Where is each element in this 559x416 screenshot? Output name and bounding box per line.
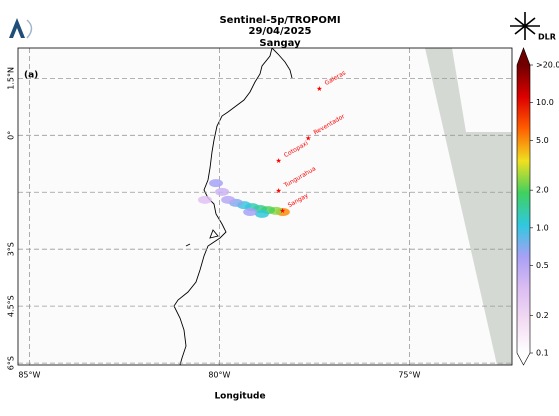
y-tick-label: 4.5°S [7,295,16,317]
colorbar-tick-label: 5.0 [536,136,549,145]
logo-text: DLR [538,33,556,42]
colorbar-tick-label: 0.1 [536,349,549,358]
y-tick-label: 3°S [7,242,16,256]
coastline [173,48,293,365]
volcano-marker: ★ [279,207,285,215]
volcano-marker: ★ [276,157,282,165]
plume-pixel [208,179,223,188]
colorbar-extend-bottom [517,353,530,365]
title-line: 29/04/2025 [249,26,312,37]
dlr-logo [510,12,540,40]
colorbar-tick-label: 0.5 [536,261,549,270]
x-tick-label: 75°W [398,371,420,380]
no-data-swath [425,48,512,365]
x-tick-label: 80°W [208,371,230,380]
volcano-marker: ★ [305,134,311,142]
plume-pixel [254,209,269,218]
colorbar-extend-top [517,48,530,65]
title-line: Sangay [259,38,301,49]
x-axis-label: Longitude [214,392,265,402]
colorbar-tick-label: 1.0 [536,223,549,232]
x-tick-label: 85°W [18,371,40,380]
plume-pixel [243,208,258,217]
colorbar-tick-label: 10.0 [536,98,554,107]
title-line: Sentinel-5p/TROPOMI [219,15,340,26]
colorbar-tick-label: >20.0 [536,61,559,70]
panel-label: (a) [24,71,38,81]
left-logo [9,18,33,39]
y-tick-label: 1.5°N [7,67,16,90]
colorbar-tick-label: 2.0 [536,186,549,195]
map-frame [17,47,513,366]
plume-pixel [215,187,230,196]
colorbar [517,65,530,353]
map-layer: ★Galeras★Reventador★Cotopaxi★Tungurahua★… [18,48,512,365]
volcano-marker: ★ [276,187,282,195]
volcano-marker: ★ [316,85,322,93]
y-tick-label: 6°S [7,356,16,370]
plume-pixel [221,195,236,204]
y-tick-label: 0° [7,131,16,140]
colorbar-tick-label: 0.2 [536,311,549,320]
plume-pixel [197,195,212,204]
